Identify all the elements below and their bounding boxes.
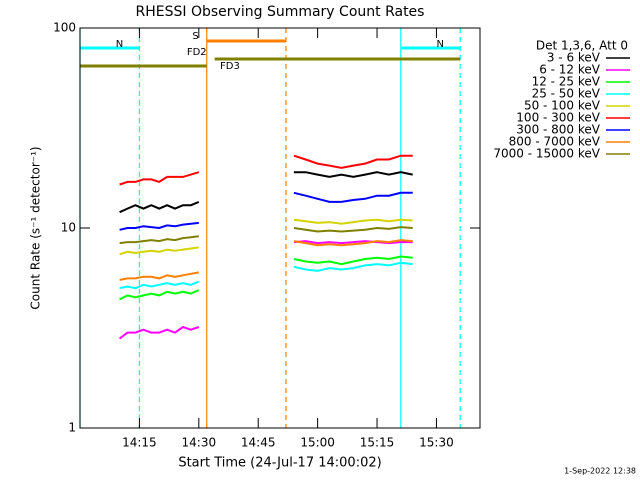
legend-label: 3 - 6 keV <box>547 51 601 65</box>
annotation-label: S <box>192 31 198 42</box>
series-line <box>119 218 413 256</box>
x-tick-label: 14:15 <box>122 436 157 450</box>
legend-label: 50 - 100 keV <box>524 99 601 113</box>
legend-label: 6 - 12 keV <box>539 63 601 77</box>
footer: 1-Sep-2022 12:38 <box>564 467 636 476</box>
legend-label: 7000 - 15000 keV <box>493 147 600 161</box>
legend-label: 300 - 800 keV <box>516 123 600 137</box>
annotation-label: N <box>436 39 443 50</box>
x-tick-label: 14:30 <box>182 436 217 450</box>
legend-title: Det 1,3,6, Att 0 <box>536 39 628 53</box>
annotation-label: N <box>116 39 123 50</box>
x-axis-label: Start Time (24-Jul-17 14:00:02) <box>178 456 381 471</box>
x-tick-label: 15:30 <box>419 436 454 450</box>
series-line <box>119 226 413 245</box>
series-line <box>118 240 413 340</box>
x-tick-label: 14:45 <box>241 436 276 450</box>
legend-label: 100 - 300 keV <box>516 111 600 125</box>
series-line <box>119 261 413 290</box>
x-tick-label: 15:15 <box>360 436 395 450</box>
series-line <box>119 239 413 281</box>
y-tick-label: 1 <box>68 421 76 435</box>
series-line <box>119 255 413 301</box>
y-tick-label: 10 <box>61 221 76 235</box>
x-tick-label: 15:00 <box>300 436 335 450</box>
y-tick-label: 100 <box>53 21 76 35</box>
chart-title: RHESSI Observing Summary Count Rates <box>136 4 425 20</box>
series-line <box>119 191 413 231</box>
series-line <box>119 171 413 214</box>
y-axis-label: Count Rate (s⁻¹ detector⁻¹) <box>29 146 43 309</box>
legend-label: 12 - 25 keV <box>532 75 601 89</box>
legend-label: 800 - 7000 keV <box>509 135 601 149</box>
annotation-label: FD3 <box>220 61 240 72</box>
series-line <box>119 154 413 186</box>
legend-label: 25 - 50 keV <box>532 87 601 101</box>
annotation-label: FD2 <box>187 47 207 58</box>
